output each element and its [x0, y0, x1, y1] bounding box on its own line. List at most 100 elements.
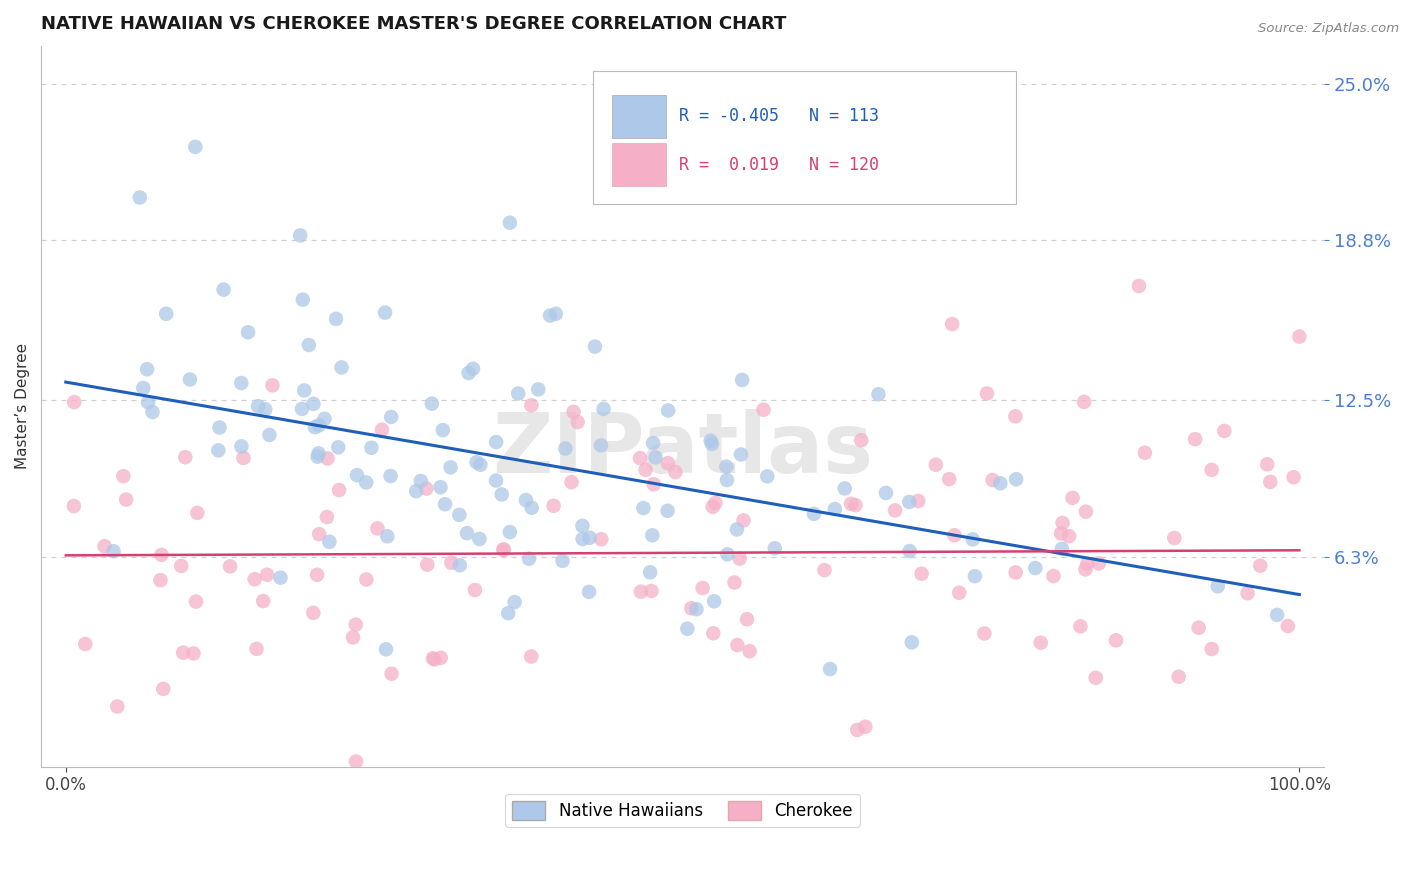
- Point: [423, 652, 446, 666]
- Point: [259, 428, 281, 442]
- Point: [578, 585, 600, 599]
- Point: [517, 551, 540, 566]
- Point: [583, 340, 606, 354]
- Point: [496, 606, 519, 620]
- Point: [907, 494, 929, 508]
- Point: [291, 401, 314, 416]
- Point: [128, 190, 150, 204]
- Point: [449, 508, 471, 522]
- Point: [1256, 458, 1278, 472]
- Point: [508, 386, 530, 401]
- Point: [316, 510, 339, 524]
- Point: [328, 483, 350, 497]
- Point: [578, 531, 600, 545]
- Point: [544, 307, 567, 321]
- Point: [415, 482, 437, 496]
- Point: [172, 646, 194, 660]
- Text: ZIPatlas: ZIPatlas: [492, 409, 873, 490]
- Point: [302, 397, 325, 411]
- Point: [898, 544, 921, 558]
- Point: [440, 556, 463, 570]
- Text: R =  0.019   N = 120: R = 0.019 N = 120: [679, 155, 879, 174]
- Point: [735, 612, 758, 626]
- Point: [571, 532, 593, 546]
- Point: [245, 641, 267, 656]
- Point: [681, 601, 703, 615]
- Point: [520, 649, 543, 664]
- Point: [591, 532, 613, 546]
- Point: [1163, 531, 1185, 545]
- Point: [1042, 569, 1064, 583]
- Point: [948, 586, 970, 600]
- Point: [664, 465, 686, 479]
- Point: [298, 338, 321, 352]
- Point: [405, 484, 427, 499]
- Point: [1074, 505, 1097, 519]
- Point: [456, 526, 478, 541]
- Point: [1265, 607, 1288, 622]
- Point: [811, 772, 834, 787]
- Point: [731, 373, 754, 387]
- Point: [212, 283, 235, 297]
- Point: [330, 360, 353, 375]
- Point: [1004, 409, 1026, 424]
- Point: [434, 497, 457, 511]
- Point: [844, 498, 866, 512]
- Point: [491, 487, 513, 501]
- Point: [371, 423, 394, 437]
- Point: [422, 651, 444, 665]
- Point: [492, 542, 515, 557]
- Point: [149, 573, 172, 587]
- Point: [1105, 633, 1128, 648]
- Point: [638, 566, 661, 580]
- Point: [676, 622, 699, 636]
- Point: [702, 626, 724, 640]
- Point: [725, 523, 748, 537]
- Point: [380, 469, 402, 483]
- Point: [186, 506, 208, 520]
- Point: [738, 644, 761, 658]
- Point: [342, 630, 364, 644]
- Point: [685, 602, 707, 616]
- Point: [1050, 526, 1073, 541]
- Point: [344, 755, 367, 769]
- Point: [325, 311, 347, 326]
- Point: [307, 450, 329, 464]
- Point: [219, 559, 242, 574]
- Point: [236, 325, 259, 339]
- Point: [633, 501, 655, 516]
- Point: [1201, 463, 1223, 477]
- Point: [356, 573, 378, 587]
- Point: [461, 361, 484, 376]
- Point: [308, 446, 330, 460]
- Point: [1073, 395, 1095, 409]
- Point: [360, 441, 382, 455]
- Point: [468, 532, 491, 546]
- Point: [634, 463, 657, 477]
- Point: [700, 437, 723, 451]
- Point: [184, 594, 207, 608]
- Point: [900, 635, 922, 649]
- Point: [730, 447, 752, 461]
- Point: [252, 594, 274, 608]
- Point: [304, 420, 326, 434]
- Point: [1029, 635, 1052, 649]
- Point: [628, 451, 651, 466]
- Point: [824, 502, 846, 516]
- Point: [1057, 529, 1080, 543]
- Point: [112, 469, 135, 483]
- Point: [464, 582, 486, 597]
- Point: [941, 317, 963, 331]
- Point: [105, 699, 128, 714]
- Point: [839, 497, 862, 511]
- Point: [243, 572, 266, 586]
- Point: [515, 493, 537, 508]
- Point: [868, 387, 890, 401]
- Point: [256, 567, 278, 582]
- FancyBboxPatch shape: [612, 144, 666, 186]
- Point: [485, 435, 508, 450]
- Point: [699, 434, 721, 448]
- Point: [103, 544, 125, 558]
- Point: [834, 482, 856, 496]
- Point: [1088, 557, 1111, 571]
